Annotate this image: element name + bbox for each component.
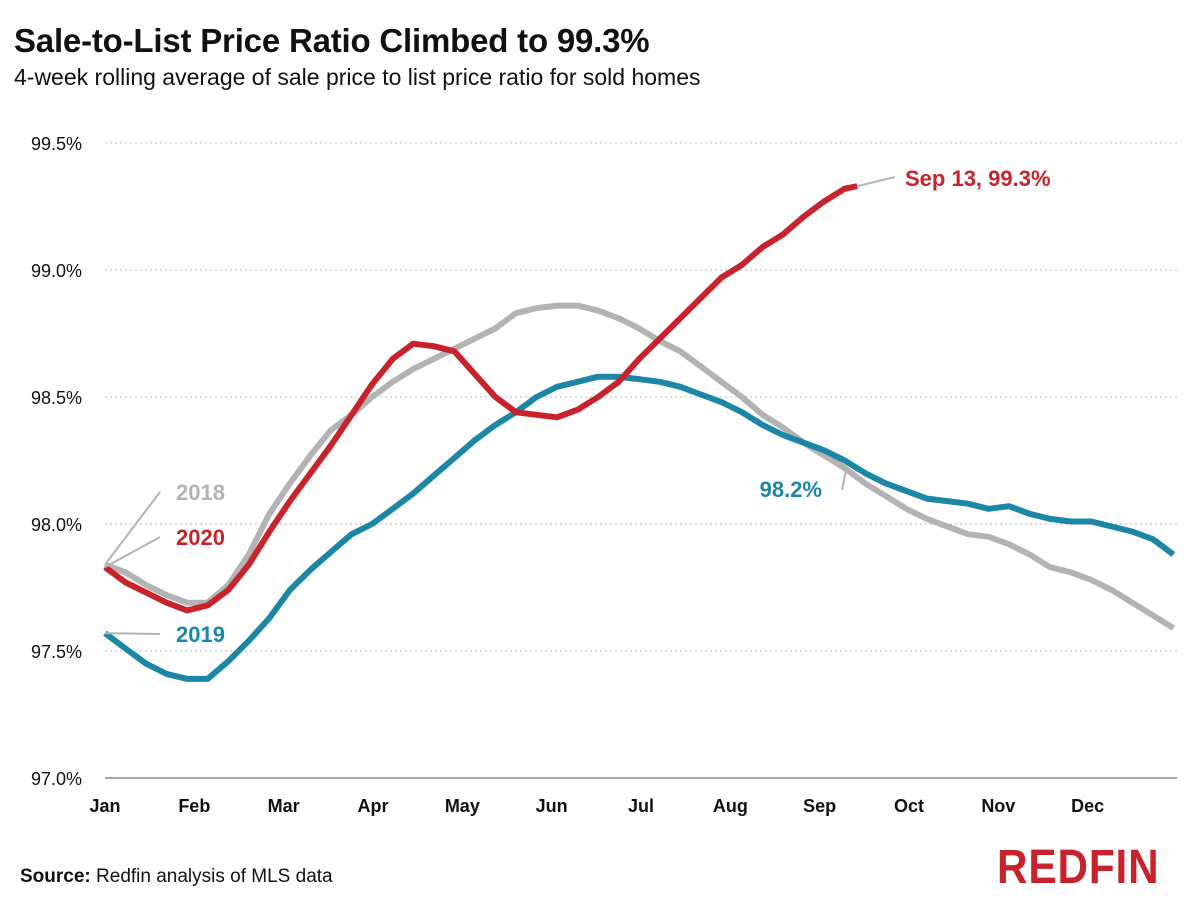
annotation-label: Sep 13, 99.3%: [905, 166, 1051, 191]
leader-line: [104, 491, 161, 566]
leader-line: [104, 632, 161, 635]
series-line-2020: [103, 183, 858, 614]
x-tick-label: Feb: [178, 796, 210, 816]
series-lines: [103, 183, 1176, 682]
grid-lines: [105, 142, 1177, 779]
x-tick-label: Oct: [894, 796, 924, 816]
x-tick-label: May: [445, 796, 480, 816]
chart-subtitle: 4-week rolling average of sale price to …: [14, 64, 701, 90]
source-text: Redfin analysis of MLS data: [96, 866, 333, 887]
x-tick-label: Apr: [358, 796, 389, 816]
annotation-label: 2018: [176, 480, 225, 505]
annotation-label: 98.2%: [760, 477, 822, 502]
series-line-2018: [103, 302, 1175, 631]
x-axis-ticks: Jan Feb Mar Apr May Jun Jul Aug Sep Oct Nov Dec: [89, 796, 1104, 816]
y-tick-label: 98.5%: [31, 388, 82, 408]
annotations: 2018 2020 2019 98.2% Sep 13, 99.3%: [104, 166, 1051, 647]
chart-title: Sale-to-List Price Ratio Climbed to 99.3…: [14, 22, 650, 59]
x-tick-label: Sep: [803, 796, 836, 816]
annotation-label: 2019: [176, 622, 225, 647]
y-tick-label: 97.0%: [31, 769, 82, 789]
leader-line: [856, 176, 896, 188]
y-axis-ticks: 97.0% 97.5% 98.0% 98.5% 99.0% 99.5%: [31, 134, 82, 789]
x-tick-label: Mar: [268, 796, 300, 816]
source-label: Source:: [20, 866, 91, 887]
y-tick-label: 97.5%: [31, 642, 82, 662]
y-tick-label: 99.5%: [31, 134, 82, 154]
leader-line: [104, 536, 161, 569]
leader-line: [841, 467, 848, 491]
y-tick-label: 98.0%: [31, 515, 82, 535]
x-tick-label: Jun: [536, 796, 568, 816]
x-tick-label: Jan: [89, 796, 120, 816]
series-line-2019: [103, 373, 1176, 682]
x-tick-label: Dec: [1071, 796, 1104, 816]
redfin-logo: REDFIN: [997, 841, 1160, 894]
y-tick-label: 99.0%: [31, 261, 82, 281]
x-tick-label: Nov: [981, 796, 1015, 816]
x-tick-label: Aug: [713, 796, 748, 816]
x-tick-label: Jul: [628, 796, 654, 816]
source-note: Source: Redfin analysis of MLS data: [20, 866, 333, 888]
annotation-label: 2020: [176, 525, 225, 550]
